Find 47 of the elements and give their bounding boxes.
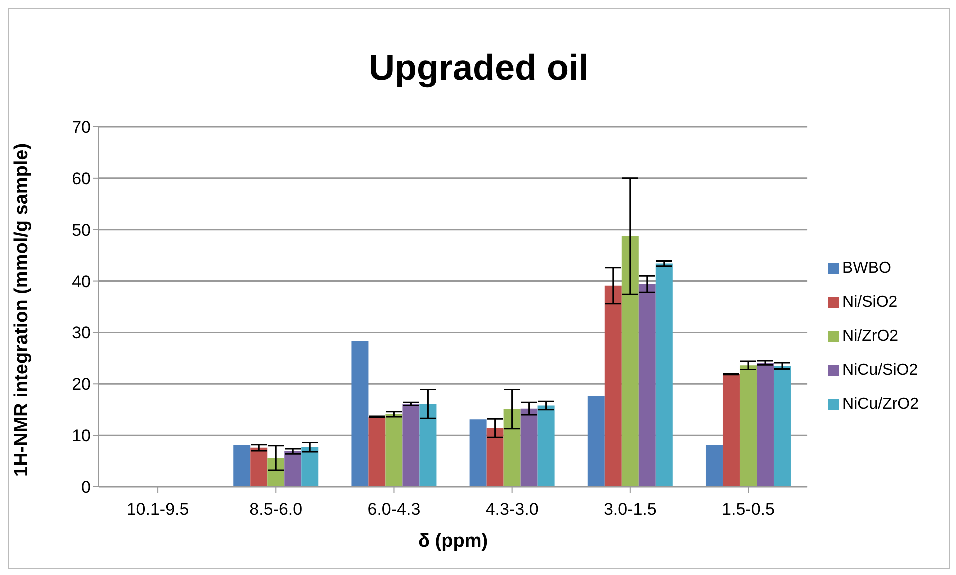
x-tick-label: 1.5-0.5 bbox=[722, 500, 775, 520]
bar bbox=[722, 374, 740, 487]
bar bbox=[486, 428, 504, 487]
y-tick-label: 40 bbox=[72, 272, 91, 292]
y-tick-label: 50 bbox=[72, 220, 91, 240]
x-tick-label: 4.3-3.0 bbox=[486, 500, 539, 520]
bar bbox=[588, 396, 605, 487]
bar bbox=[756, 363, 774, 487]
legend-label: BWBO bbox=[842, 260, 892, 277]
y-tick-label: 0 bbox=[82, 478, 91, 498]
legend-label: NiCu/SiO2 bbox=[842, 362, 918, 379]
bar bbox=[740, 366, 757, 487]
bar bbox=[402, 404, 420, 487]
bar bbox=[352, 340, 369, 487]
y-axis-title: 1H-NMR integration (mmol/g sample) bbox=[12, 143, 33, 477]
legend-label: NiCu/ZrO2 bbox=[842, 396, 919, 413]
bar bbox=[656, 264, 673, 487]
bar bbox=[538, 406, 555, 487]
y-tick-label: 20 bbox=[72, 375, 91, 394]
bar bbox=[368, 417, 386, 487]
bar bbox=[706, 445, 723, 487]
bar bbox=[234, 445, 251, 487]
x-tick-label: 3.0-1.5 bbox=[604, 500, 657, 520]
bar bbox=[268, 458, 285, 487]
y-tick-label: 60 bbox=[72, 169, 91, 188]
y-tick-label: 10 bbox=[72, 426, 91, 446]
bar bbox=[774, 366, 791, 487]
x-tick-label: 6.0-4.3 bbox=[368, 500, 421, 520]
x-tick-label: 8.5-6.0 bbox=[250, 500, 303, 520]
chart-title: Upgraded oil bbox=[368, 46, 590, 90]
y-tick-label: 30 bbox=[72, 324, 91, 343]
bar bbox=[470, 420, 487, 487]
bar bbox=[520, 408, 538, 487]
y-tick-label: 70 bbox=[72, 118, 91, 138]
bar bbox=[638, 284, 656, 487]
legend-label: Ni/ZrO2 bbox=[842, 328, 899, 345]
bar bbox=[604, 286, 622, 487]
x-axis-title: δ (ppm) bbox=[418, 531, 488, 552]
x-tick-label: 10.1-9.5 bbox=[126, 500, 190, 520]
bar bbox=[504, 409, 521, 487]
bar bbox=[386, 414, 403, 487]
bar bbox=[302, 447, 319, 487]
bar bbox=[250, 448, 268, 487]
bar bbox=[622, 236, 639, 487]
bar bbox=[420, 404, 437, 487]
legend-label: Ni/SiO2 bbox=[842, 294, 898, 311]
bar bbox=[284, 452, 302, 487]
